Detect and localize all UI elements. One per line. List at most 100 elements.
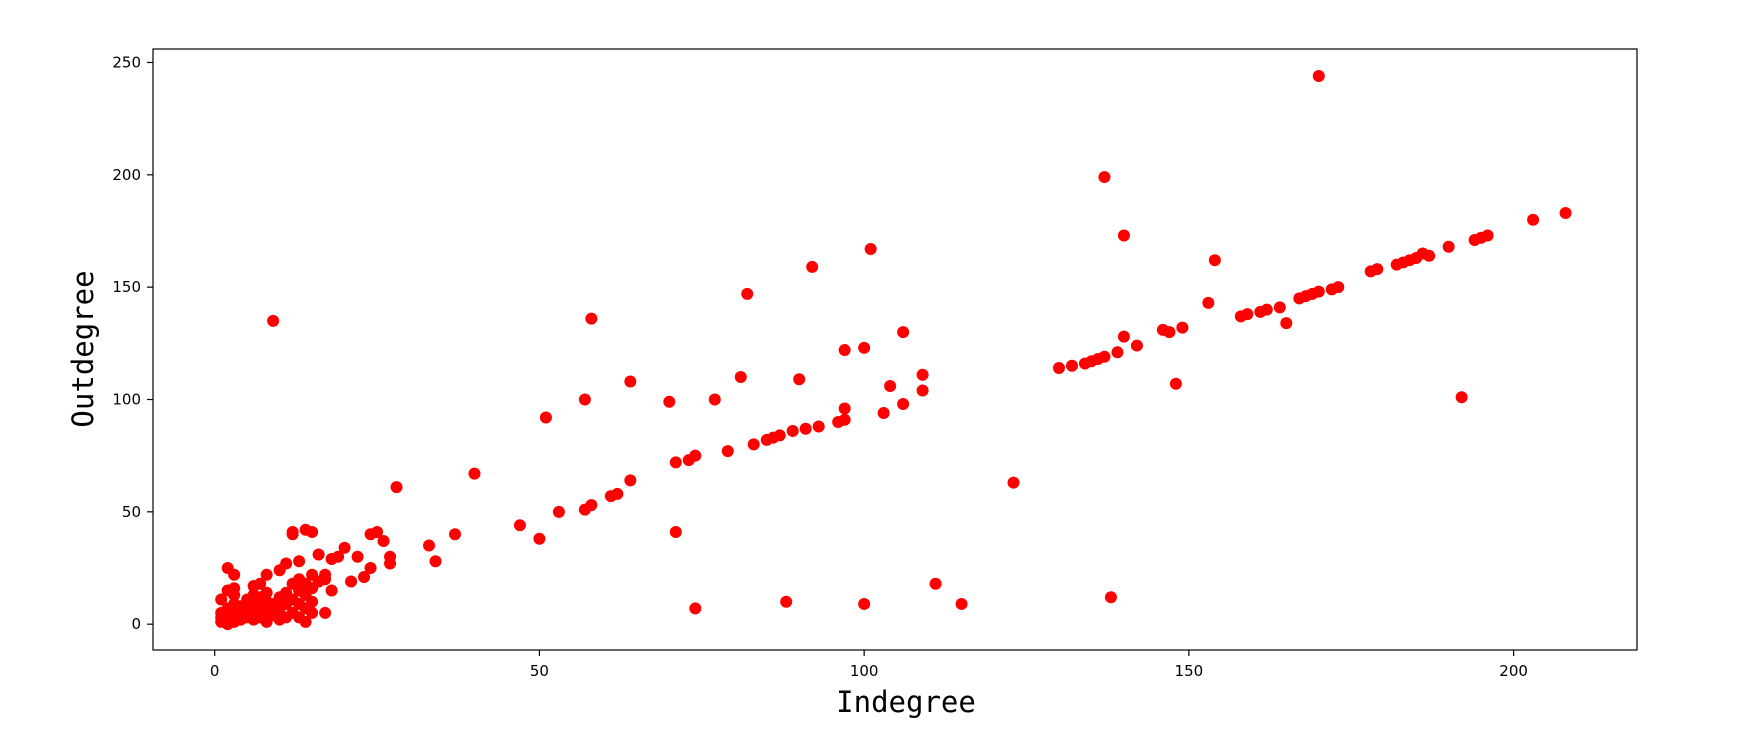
- plot-background: [153, 49, 1637, 650]
- data-point: [929, 577, 942, 590]
- data-point: [260, 568, 273, 581]
- x-tick-label: 0: [210, 662, 220, 680]
- data-point: [390, 481, 403, 494]
- data-point: [838, 344, 851, 357]
- data-point: [780, 595, 793, 608]
- data-point: [1202, 296, 1215, 309]
- data-point: [299, 615, 312, 628]
- data-point: [624, 375, 637, 388]
- data-point: [799, 422, 812, 435]
- data-point: [1312, 285, 1325, 298]
- data-point: [864, 242, 877, 255]
- y-tick-label: 50: [122, 503, 141, 521]
- y-axis-label: Outdegree: [66, 270, 100, 427]
- data-point: [721, 445, 734, 458]
- data-point: [1280, 317, 1293, 330]
- data-point: [429, 555, 442, 568]
- data-point: [513, 519, 526, 532]
- data-point: [1481, 229, 1494, 242]
- data-point: [371, 526, 384, 539]
- data-point: [897, 397, 910, 410]
- data-point: [1176, 321, 1189, 334]
- data-point: [325, 584, 338, 597]
- data-point: [319, 606, 332, 619]
- y-tick-label: 100: [112, 390, 141, 408]
- data-point: [286, 526, 299, 539]
- y-tick-label: 250: [112, 53, 141, 71]
- data-point: [448, 528, 461, 541]
- x-tick-label: 100: [850, 662, 879, 680]
- data-point: [838, 413, 851, 426]
- data-point: [955, 597, 968, 610]
- data-point: [306, 606, 319, 619]
- data-point: [578, 393, 591, 406]
- data-point: [1104, 591, 1117, 604]
- data-point: [812, 420, 825, 433]
- data-point: [345, 575, 358, 588]
- data-point: [552, 505, 565, 518]
- data-point: [806, 260, 819, 273]
- data-point: [689, 449, 702, 462]
- data-point: [916, 368, 929, 381]
- y-tick-label: 200: [112, 166, 141, 184]
- data-point: [332, 550, 345, 563]
- data-point: [468, 467, 481, 480]
- x-tick-label: 50: [530, 662, 549, 680]
- data-point: [293, 555, 306, 568]
- data-point: [793, 373, 806, 386]
- x-tick-label: 200: [1499, 662, 1528, 680]
- y-tick-label: 0: [131, 615, 141, 633]
- x-axis-label: Indegree: [836, 685, 976, 719]
- data-point: [624, 474, 637, 487]
- data-point: [260, 586, 273, 599]
- data-point: [773, 429, 786, 442]
- data-point: [533, 532, 546, 545]
- data-point: [1130, 339, 1143, 352]
- data-point: [1423, 249, 1436, 262]
- data-point: [312, 548, 325, 561]
- data-point: [1527, 213, 1540, 226]
- plot-frame: [152, 48, 1638, 651]
- data-point: [884, 380, 897, 393]
- x-tick-label: 150: [1175, 662, 1204, 680]
- data-point: [741, 287, 754, 300]
- data-point: [1117, 229, 1130, 242]
- data-point: [858, 341, 871, 354]
- data-point: [877, 406, 890, 419]
- data-point: [384, 550, 397, 563]
- data-point: [1098, 171, 1111, 184]
- data-point: [1273, 301, 1286, 314]
- axis-ticks: 0 50 100 150 200 0 50 100 150 200 250: [112, 53, 1528, 680]
- data-point: [306, 526, 319, 539]
- data-point: [1169, 377, 1182, 390]
- data-point: [377, 535, 390, 548]
- data-point: [1442, 240, 1455, 253]
- data-point: [254, 577, 267, 590]
- data-point: [708, 393, 721, 406]
- data-point: [1098, 350, 1111, 363]
- y-tick-label: 150: [112, 278, 141, 296]
- data-point: [858, 597, 871, 610]
- data-point: [663, 395, 676, 408]
- data-point: [539, 411, 552, 424]
- data-point: [689, 602, 702, 615]
- data-point: [585, 499, 598, 512]
- data-point: [1371, 263, 1384, 276]
- data-point: [1208, 254, 1221, 267]
- data-point: [897, 326, 910, 339]
- data-point: [585, 312, 598, 325]
- data-point: [838, 402, 851, 415]
- data-point: [786, 424, 799, 437]
- data-point: [351, 550, 364, 563]
- data-point: [1559, 207, 1572, 220]
- data-point: [734, 371, 747, 384]
- data-point: [747, 438, 760, 451]
- data-point: [215, 593, 228, 606]
- data-point: [1065, 359, 1078, 372]
- data-point: [916, 384, 929, 397]
- data-point: [1260, 303, 1273, 316]
- data-points: [215, 69, 1572, 631]
- data-point: [1007, 476, 1020, 489]
- data-point: [1117, 330, 1130, 343]
- data-point: [423, 539, 436, 552]
